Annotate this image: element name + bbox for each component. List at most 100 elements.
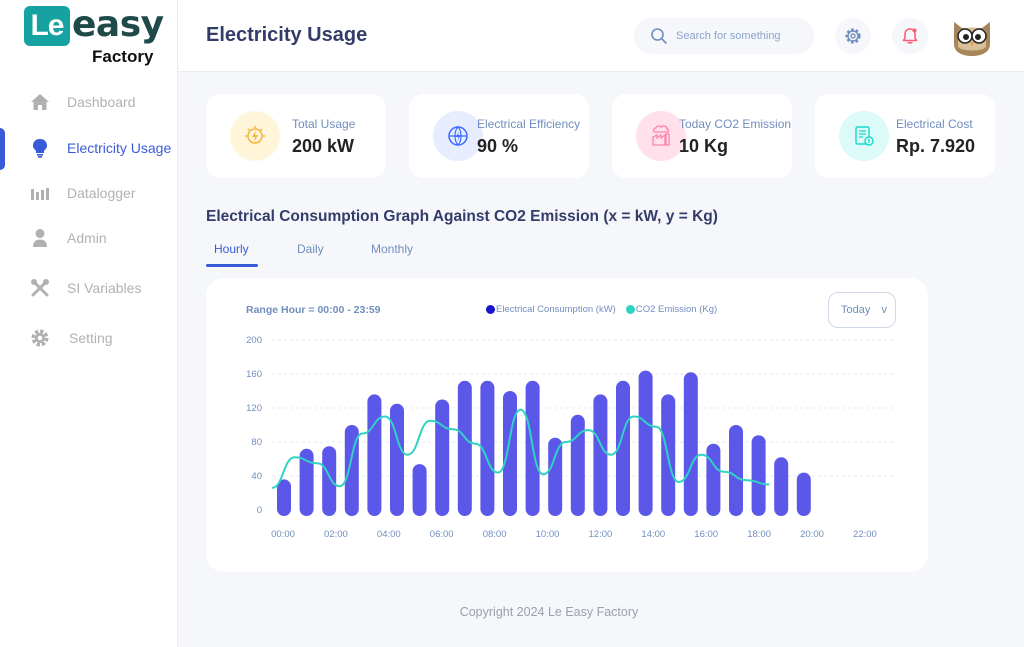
- page-title: Electricity Usage: [206, 24, 368, 46]
- y-tick-label: 0: [257, 505, 262, 516]
- user-icon: [30, 228, 50, 248]
- chart-canvas: 200 160 120 80 40 0 00:00 02:00 04:00 06:00 08:00 1…: [246, 335, 896, 540]
- y-tick-label: 40: [251, 471, 262, 482]
- co2-factory-icon: [636, 111, 686, 161]
- sidebar-item-label: Setting: [69, 330, 113, 346]
- period-select-value: Today: [841, 304, 871, 316]
- logo[interactable]: Le easy Factory: [24, 4, 164, 68]
- chart-legend: Electrical Consumption (kW) CO2 Emission…: [486, 304, 727, 315]
- bar: [796, 472, 811, 516]
- logo-subtitle: Factory: [92, 47, 154, 66]
- bar: [683, 372, 698, 516]
- avatar[interactable]: [950, 16, 994, 56]
- bar: [277, 479, 291, 516]
- bar: [435, 399, 450, 516]
- sidebar-item-admin[interactable]: Admin: [0, 218, 178, 258]
- energy-icon: [230, 111, 280, 161]
- bar-chart-icon: [30, 183, 50, 203]
- header: Electricity Usage: [178, 0, 1024, 72]
- x-tick-label: 16:00: [694, 529, 718, 540]
- legend-label: CO2 Emission (Kg): [635, 304, 718, 315]
- chart-panel: 200 160 120 80 40 0 00:00 02:00 04:00 06:00 08:00 1…: [206, 278, 928, 572]
- x-tick-label: 00:00: [271, 529, 295, 540]
- settings-button[interactable]: [835, 18, 871, 54]
- owl-avatar-icon: [954, 22, 990, 56]
- sidebar-item-label: Admin: [67, 230, 107, 246]
- bar: [638, 370, 653, 516]
- stat-value: Rp. 7.920: [896, 136, 976, 156]
- bar: [616, 380, 630, 516]
- tools-icon: [30, 278, 50, 298]
- bar: [503, 391, 517, 516]
- sidebar-item-setting[interactable]: Setting: [0, 318, 178, 358]
- bar: [570, 414, 585, 516]
- co2-emission-line: [271, 408, 770, 489]
- tab-daily[interactable]: Daily: [297, 242, 324, 256]
- bar: [480, 380, 495, 516]
- legend-entry-co2: CO2 Emission (Kg): [625, 304, 718, 315]
- stat-value: 90 %: [477, 136, 519, 156]
- bar: [706, 443, 721, 516]
- sidebar-item-label: Electricity Usage: [67, 140, 172, 156]
- legend-dot: [486, 305, 495, 314]
- x-tick-label: 22:00: [853, 529, 877, 540]
- stat-card-co2-emission: Today CO2 Emission 10 Kg: [612, 94, 792, 178]
- stat-card-electrical-cost: Electrical Cost Rp. 7.920: [815, 94, 995, 178]
- chevron-down-icon: v: [881, 304, 888, 316]
- main-content: Total Usage 200 kW Electrical Efficiency…: [178, 72, 1024, 647]
- sidebar-item-si-variables[interactable]: SI Variables: [0, 268, 178, 308]
- x-tick-label: 02:00: [324, 529, 348, 540]
- x-tick-label: 06:00: [430, 529, 454, 540]
- x-tick-label: 14:00: [641, 529, 665, 540]
- sidebar-item-label: SI Variables: [67, 280, 142, 296]
- bar: [344, 425, 359, 516]
- x-tick-label: 12:00: [589, 529, 613, 540]
- legend-entry-consumption: Electrical Consumption (kW): [486, 304, 616, 315]
- sidebar-item-label: Datalogger: [67, 185, 136, 201]
- x-tick-label: 20:00: [800, 529, 824, 540]
- bar: [729, 425, 743, 516]
- sidebar-item-label: Dashboard: [67, 94, 136, 110]
- sidebar-item-datalogger[interactable]: Datalogger: [0, 173, 178, 213]
- search-icon: [651, 28, 667, 44]
- globe-energy-icon: [433, 111, 483, 161]
- stat-label: Electrical Cost: [896, 117, 973, 131]
- active-tab-indicator: [206, 264, 258, 267]
- tab-monthly[interactable]: Monthly: [371, 242, 414, 256]
- bar: [548, 437, 563, 516]
- section-title: Electrical Consumption Graph Against CO2…: [206, 208, 718, 225]
- x-tick-label: 10:00: [536, 529, 560, 540]
- bar: [367, 394, 382, 516]
- tab-hourly[interactable]: Hourly: [214, 242, 249, 256]
- sidebar-item-dashboard[interactable]: Dashboard: [0, 82, 178, 122]
- bar: [774, 457, 789, 516]
- stat-card-electrical-efficiency: Electrical Efficiency 90 %: [409, 94, 589, 178]
- stat-label: Today CO2 Emission: [679, 117, 792, 131]
- x-tick-label: 08:00: [483, 529, 507, 540]
- logo-mark: Le: [24, 6, 70, 46]
- period-select[interactable]: Today v: [828, 292, 896, 328]
- bar: [412, 464, 427, 516]
- y-tick-label: 120: [246, 403, 262, 414]
- home-icon: [30, 92, 50, 112]
- y-tick-label: 80: [251, 437, 262, 448]
- gear-icon: [30, 328, 50, 348]
- logo-word: easy: [72, 4, 164, 45]
- x-tick-label: 18:00: [747, 529, 771, 540]
- range-label: Range Hour = 00:00 - 23:59: [246, 304, 381, 316]
- bill-icon: [839, 111, 889, 161]
- stat-value: 200 kW: [292, 136, 355, 156]
- bar: [751, 435, 766, 516]
- notifications-button[interactable]: [892, 18, 928, 54]
- y-tick-label: 200: [246, 335, 262, 346]
- legend-label: Electrical Consumption (kW): [496, 304, 616, 315]
- search-box[interactable]: [634, 18, 814, 54]
- sidebar-item-electricity-usage[interactable]: Electricity Usage: [0, 128, 178, 170]
- footer-copyright: Copyright 2024 Le Easy Factory: [459, 605, 639, 619]
- stat-card-total-usage: Total Usage 200 kW: [206, 94, 386, 178]
- stat-value: 10 Kg: [679, 136, 729, 156]
- bar: [593, 394, 608, 516]
- stat-label: Electrical Efficiency: [477, 117, 581, 131]
- search-input[interactable]: [676, 30, 806, 42]
- lightbulb-icon: [30, 138, 50, 158]
